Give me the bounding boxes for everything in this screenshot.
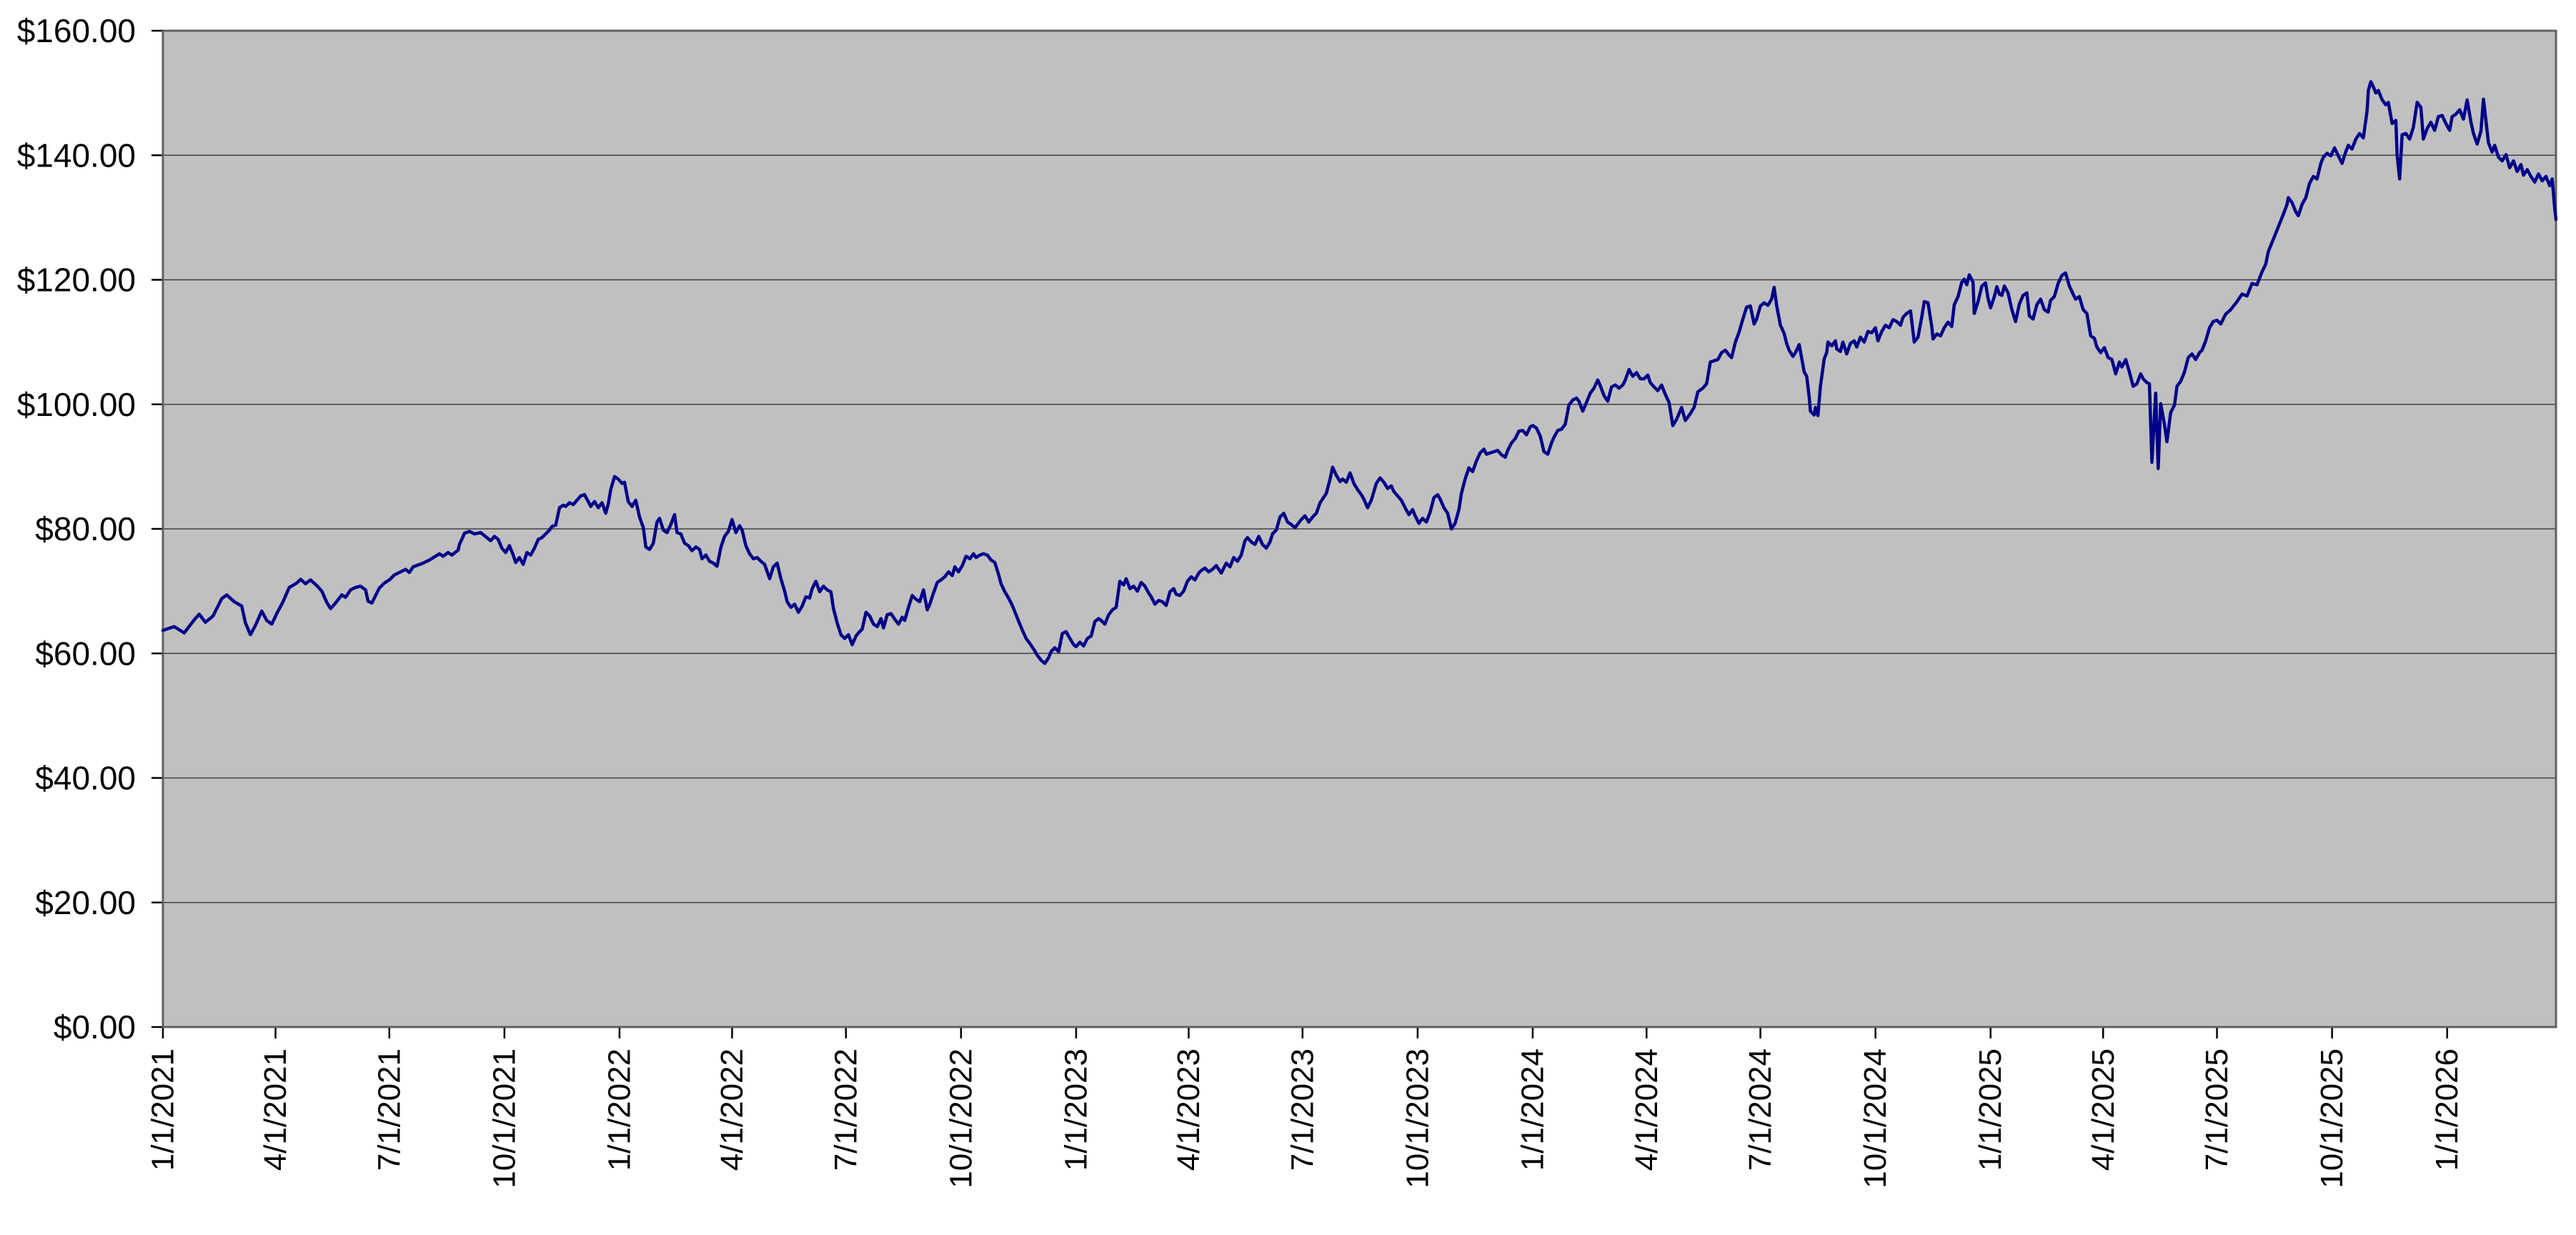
- y-axis-label: $40.00: [35, 760, 136, 797]
- gridlines: [163, 30, 2556, 1028]
- x-axis-label: 4/1/2021: [258, 1048, 293, 1171]
- x-axis-label: 1/1/2025: [1973, 1048, 2008, 1171]
- x-axis-label: 10/1/2021: [487, 1048, 522, 1189]
- x-axis-label: 1/1/2024: [1515, 1048, 1550, 1171]
- price-series: [161, 80, 2558, 665]
- x-axis-label: 4/1/2024: [1629, 1048, 1664, 1171]
- x-axis-label: 10/1/2025: [2314, 1048, 2349, 1189]
- x-axis-label: 7/1/2024: [1743, 1048, 1778, 1171]
- x-axis-label: 1/1/2026: [2430, 1048, 2465, 1171]
- x-axis-label: 4/1/2025: [2086, 1048, 2121, 1171]
- x-axis-label: 1/1/2023: [1058, 1048, 1093, 1171]
- y-axis: $0.00 $20.00 $40.00 $60.00 $80.00 $100.00 $120…: [17, 12, 163, 1046]
- x-axis-label: 1/1/2022: [602, 1048, 637, 1171]
- y-axis-label: $20.00: [35, 884, 136, 921]
- y-axis-label: $140.00: [17, 137, 136, 174]
- x-axis-label: 7/1/2023: [1285, 1048, 1320, 1171]
- x-axis-label: 10/1/2024: [1858, 1048, 1893, 1189]
- y-axis-label: $60.00: [35, 635, 136, 672]
- x-axis-label: 7/1/2021: [372, 1048, 407, 1171]
- y-axis-label: $120.00: [17, 262, 136, 299]
- x-axis-label: 10/1/2022: [943, 1048, 978, 1189]
- x-axis-label: 7/1/2022: [828, 1048, 863, 1171]
- x-axis-label: 1/1/2021: [146, 1048, 181, 1171]
- plot-border: [161, 29, 2557, 1028]
- x-axis-label: 4/1/2022: [715, 1048, 750, 1171]
- y-axis-label: $80.00: [35, 510, 136, 547]
- x-axis-label: 7/1/2025: [2199, 1048, 2234, 1171]
- price-line: [161, 80, 2558, 665]
- y-axis-label: $100.00: [17, 386, 136, 423]
- y-axis-label: $160.00: [17, 12, 136, 49]
- x-axis-label: 4/1/2023: [1171, 1048, 1206, 1171]
- x-axis-label: 10/1/2023: [1400, 1048, 1435, 1189]
- y-axis-label: $0.00: [54, 1008, 136, 1046]
- x-axis: 1/1/2021 4/1/2021 7/1/2021 10/1/2021 1/1/202…: [146, 1027, 2465, 1189]
